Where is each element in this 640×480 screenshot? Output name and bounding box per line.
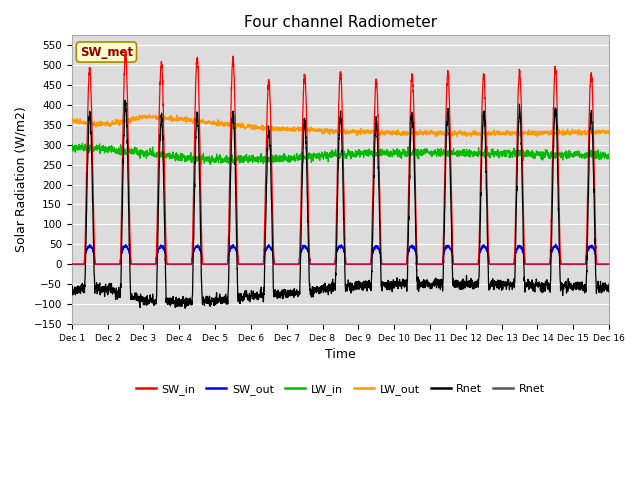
Legend: SW_in, SW_out, LW_in, LW_out, Rnet, Rnet: SW_in, SW_out, LW_in, LW_out, Rnet, Rnet xyxy=(131,379,550,399)
Text: SW_met: SW_met xyxy=(80,46,133,59)
Y-axis label: Solar Radiation (W/m2): Solar Radiation (W/m2) xyxy=(15,107,28,252)
Title: Four channel Radiometer: Four channel Radiometer xyxy=(244,15,437,30)
X-axis label: Time: Time xyxy=(325,348,356,361)
